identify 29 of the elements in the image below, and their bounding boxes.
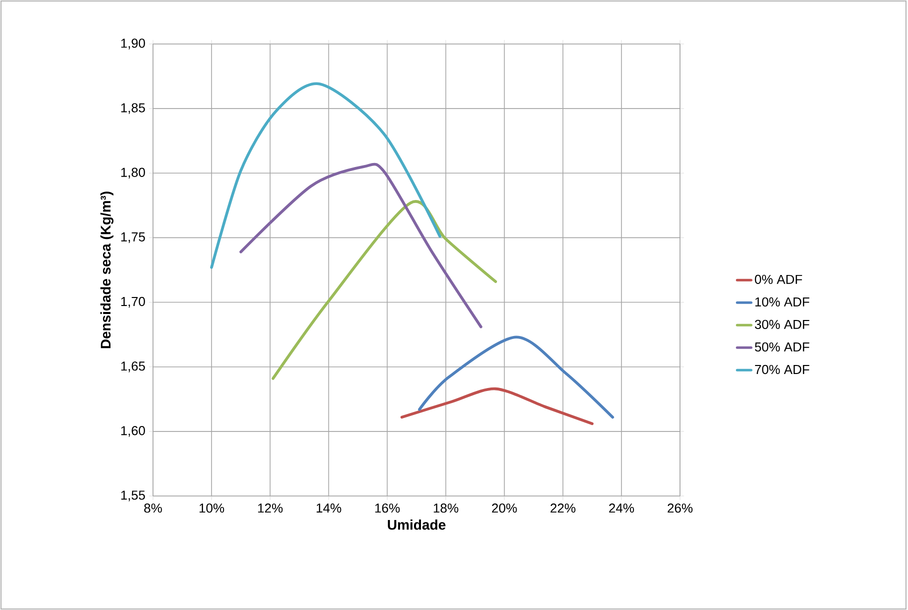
- legend-label: 10% ADF: [755, 297, 810, 307]
- x-tick-label: 18%: [434, 504, 458, 513]
- y-tick-label: 1,85: [121, 103, 145, 114]
- legend-label: 30% ADF: [754, 320, 810, 330]
- y-axis-title: Densidade seca (Kg/m³): [100, 192, 114, 348]
- legend-label: 70% ADF: [755, 364, 810, 374]
- y-tick-label: 1,70: [121, 296, 145, 308]
- x-tick-label: 14%: [316, 504, 342, 513]
- line-series: [400, 387, 594, 426]
- y-tick-label: 1,65: [121, 361, 145, 372]
- y-tick-label: 1,55: [121, 490, 145, 502]
- line-series: [210, 82, 442, 269]
- y-tick-label: 1,75: [121, 232, 145, 243]
- line-series: [418, 336, 614, 419]
- x-tick-label: 26%: [668, 504, 693, 513]
- x-tick-label: 8%: [144, 504, 162, 513]
- y-tick-label: 1,60: [121, 426, 145, 437]
- line-series: [272, 200, 497, 380]
- y-tick-label: 1,80: [121, 168, 145, 178]
- x-axis-title: Umidade: [388, 520, 446, 530]
- x-tick-label: 24%: [609, 504, 634, 513]
- x-tick-label: 20%: [492, 504, 517, 513]
- x-tick-label: 22%: [550, 504, 576, 513]
- y-tick-label: 1,90: [121, 38, 145, 50]
- x-tick-label: 10%: [200, 504, 224, 513]
- x-tick-label: 12%: [258, 504, 283, 513]
- legend-label: 50% ADF: [754, 342, 810, 352]
- x-tick-label: 16%: [375, 504, 400, 513]
- legend-label: 0% ADF: [754, 274, 802, 284]
